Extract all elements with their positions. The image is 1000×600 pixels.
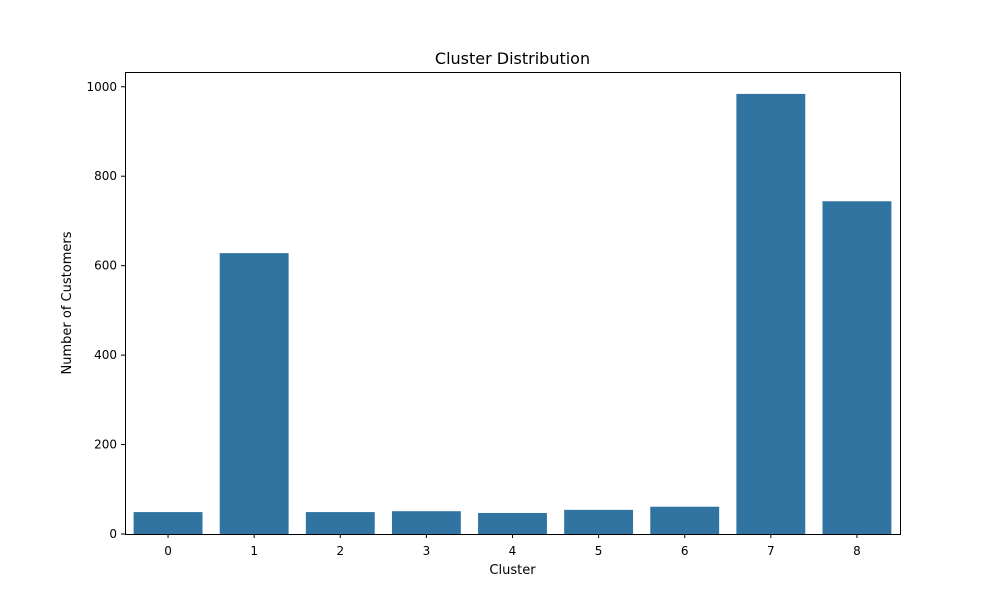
x-tick-label: 7 [767,544,775,558]
x-tick-label: 8 [853,544,861,558]
bar-cluster-1 [219,253,289,534]
x-tick-label: 2 [336,544,344,558]
bar-cluster-6 [650,506,720,534]
y-tick-label: 200 [94,438,117,452]
y-tick-label: 1000 [86,80,117,94]
bar-cluster-4 [478,512,547,534]
bars-layer [133,93,892,535]
bar-cluster-3 [391,511,461,534]
x-axis-label: Cluster [489,563,536,578]
x-tick-label: 4 [509,544,517,558]
x-tick-label: 1 [250,544,258,558]
bar-cluster-0 [133,512,203,534]
y-tick-label: 800 [94,169,117,183]
x-tick-label: 5 [595,544,603,558]
chart-title: Cluster Distribution [435,49,590,68]
ticks-layer: 0 1 2 3 4 5 6 7 8 0 200 400 600 800 1000 [86,80,860,558]
x-tick-label: 0 [164,544,172,558]
bar-cluster-8 [822,201,892,534]
bar-cluster-7 [736,93,806,535]
plot-frame [125,72,901,535]
x-tick-label: 3 [423,544,431,558]
bar-cluster-5 [564,509,634,534]
x-tick-label: 6 [681,544,689,558]
y-axis-label: Number of Customers [60,231,75,374]
y-tick-label: 400 [94,348,117,362]
bar-cluster-2 [305,512,375,534]
y-tick-label: 0 [109,527,117,541]
y-tick-label: 600 [94,259,117,273]
